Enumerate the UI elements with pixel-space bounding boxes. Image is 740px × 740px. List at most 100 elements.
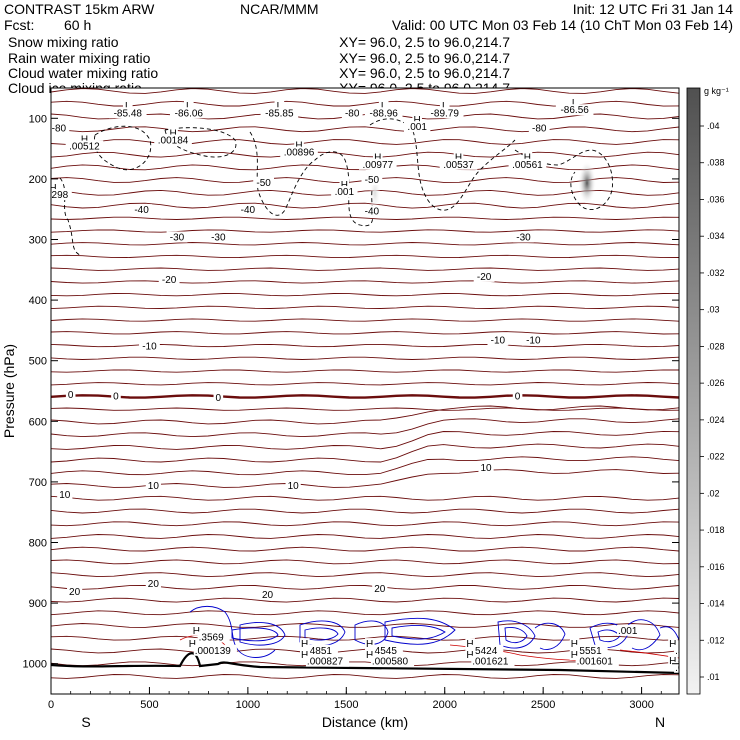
low-marker-background [274,99,285,111]
low-value-background [555,104,594,116]
isotherm-label-background [361,173,383,185]
lower-high-marker-background [569,638,580,650]
isotherm-line [51,443,679,463]
high-value: .001 [407,122,427,133]
isotherm-label: -80 [52,123,67,134]
isotherm-line [51,189,679,196]
colorbar-label: .034 [707,231,725,241]
isotherm-label: 10 [59,490,71,501]
isotherm-label-background [372,582,388,594]
low-marker-background [569,96,580,108]
colorbar-ticks: .04 .038 .036 .034 .032 .03 .028 .026 .024 .022 .0… [700,121,725,682]
lower-high-marker: H [571,650,578,661]
x-tick-label: 2500 [531,699,555,711]
isotherm-label: 0 [68,390,74,401]
isotherm-label-background [145,479,161,491]
lower-high-value: .5551 [577,646,602,657]
lower-high-value: .4851 [307,646,332,657]
isotherm-line [51,242,679,246]
isotherm-line [51,430,679,450]
isotherm-label-background [65,389,76,401]
lower-high-marker-background [668,655,678,667]
colorbar-label: .02 [707,488,720,498]
high-marker-background [453,151,464,163]
high-marker: H [455,153,462,164]
lower-high-marker: H [571,639,578,650]
high-marker: H [49,183,56,194]
isotherm-label-background [522,334,544,346]
y-tick-label: 300 [29,235,47,247]
colorbar-label: .022 [707,452,725,462]
y-tick-label: 100 [29,113,47,125]
isotherm-label: 0 [113,391,119,402]
lower-high-marker: H [669,639,676,650]
high-value-background [439,158,478,170]
isotherm-line [51,534,679,539]
isotherm-label: 0 [515,391,521,402]
isotherm-label: 10 [481,463,493,474]
isotherm-line [51,508,679,514]
high-marker: H [374,153,381,164]
high-marker-background [51,181,58,193]
isotherm-line [51,610,679,616]
isotherm-label: -50 [256,178,271,189]
high-marker-background [339,178,350,190]
isotherm-label-background [253,176,275,188]
lower-high-marker: H [301,639,308,650]
colorbar-label: .012 [707,635,725,645]
colorbar-label: .038 [707,158,725,168]
lower-high-value-background [193,644,237,656]
high-value-background [508,158,547,170]
low-value: -89.79 [431,108,460,119]
isotherm-label: -10 [526,336,541,347]
lower-high-marker-background [465,638,475,650]
colorbar-label: .014 [707,599,725,609]
low-value: -88.96 [370,108,399,119]
colorbar-label: .018 [707,525,725,535]
low-marker: L [572,98,578,109]
high-value-background [403,121,431,133]
isotherm-label-background [341,107,363,119]
colorbar-label: .032 [707,268,725,278]
high-value-background [65,140,104,152]
axis-endpoint-north: N [655,714,665,730]
isotherm-line [51,597,679,603]
x-tick-label: 1000 [236,699,260,711]
lower-high-marker: H [366,650,373,661]
field-cloud-water-xy: XY= 96.0, 2.5 to 96.0,214.7 [339,65,510,81]
high-marker-background [168,127,178,139]
colorbar-label: .016 [707,562,725,572]
snow-shading-core [578,161,596,205]
isotherm-line [51,151,679,158]
isotherm-line [51,405,679,425]
lower-high-marker: H [301,650,308,661]
isotherm-label-background [207,231,229,243]
isotherm-line [51,293,679,297]
low-marker: L [186,101,192,112]
y-tick-label: 1000 [23,659,47,671]
isotherm-line [51,280,679,284]
low-value: -86.56 [560,105,589,116]
high-marker: H [295,140,302,151]
colorbar-label: .026 [707,378,725,388]
isotherm-label-background [361,205,383,217]
lower-high-value: .000827 [307,657,344,668]
x-axis-title: Distance (km) [322,714,408,730]
isotherm-line [51,559,679,565]
y-tick-label: 900 [29,598,47,610]
lower-high-value: .000580 [372,657,409,668]
isotherm-line [51,369,679,373]
y-tick-label: 200 [29,174,47,186]
isotherm-line [51,623,679,628]
isotherm-label: 0 [216,393,222,404]
isotherm-line [51,456,679,476]
isotherm-label-background [528,122,550,134]
lower-high-value-background [370,655,415,667]
y-tick-label: 600 [29,416,47,428]
isotherm-label-background [158,273,180,285]
high-marker: H [169,128,176,139]
low-marker-background [184,99,194,111]
high-value-background [51,189,72,201]
lower-high-value-background [674,644,679,656]
isotherm-label: -20 [162,275,177,286]
